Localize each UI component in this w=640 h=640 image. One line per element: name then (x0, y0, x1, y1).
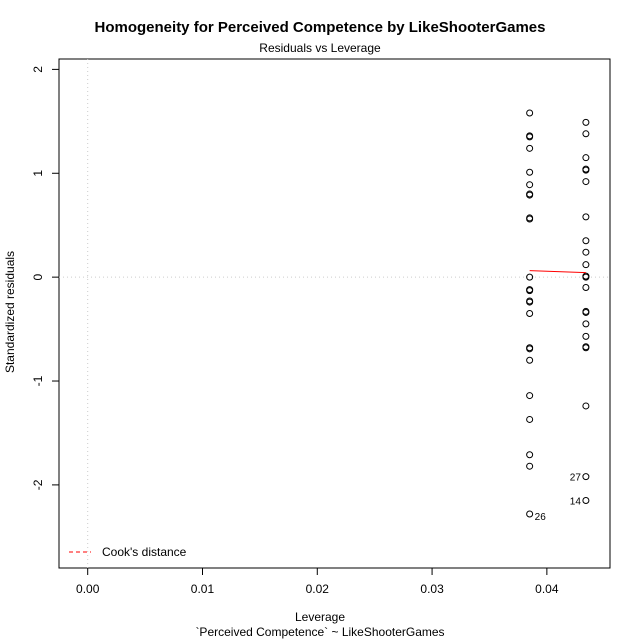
chart-title: Homogeneity for Perceived Competence by … (94, 19, 546, 36)
data-point (526, 168, 534, 176)
data-point (582, 284, 590, 292)
x-tick-label: 0.03 (420, 582, 444, 596)
data-point (526, 462, 534, 470)
data-point (526, 109, 534, 117)
data-point (582, 237, 590, 245)
data-point (582, 118, 590, 126)
data-point (526, 181, 534, 189)
data-point (582, 402, 590, 410)
data-point (526, 345, 534, 353)
y-tick-label: 2 (31, 66, 45, 73)
data-point (526, 215, 534, 223)
smoother-line (529, 270, 586, 274)
data-point (582, 261, 590, 269)
data-point (582, 308, 590, 316)
model-formula-caption: `Perceived Competence` ~ LikeShooterGame… (195, 625, 445, 639)
data-point (526, 415, 534, 423)
data-point (582, 166, 590, 174)
data-point (582, 248, 590, 256)
data-point (526, 451, 534, 459)
x-tick-label: 0.00 (76, 582, 100, 596)
data-point (526, 310, 534, 317)
x-axis-label: Leverage (294, 610, 346, 624)
data-point (582, 320, 590, 328)
data-point (582, 473, 590, 481)
y-tick-label: 1 (31, 170, 45, 177)
data-point (582, 344, 590, 352)
y-tick-label: 0 (31, 273, 45, 280)
point-label: 14 (570, 496, 582, 507)
data-point (582, 332, 590, 340)
data-point (526, 298, 534, 306)
data-point (526, 510, 534, 518)
data-point (582, 496, 590, 504)
y-tick-label: -1 (31, 375, 45, 386)
data-point (526, 287, 534, 295)
data-point (582, 213, 590, 221)
data-point (526, 133, 534, 141)
plot-frame (58, 58, 611, 569)
data-point (582, 154, 590, 162)
data-point (526, 356, 534, 364)
x-tick-label: 0.04 (535, 582, 559, 596)
legend-cooks-distance-label: Cook's distance (102, 545, 187, 559)
x-tick-label: 0.02 (306, 582, 330, 596)
data-point (526, 273, 534, 281)
data-point (526, 144, 534, 152)
x-tick-label: 0.01 (191, 582, 215, 596)
data-point (526, 191, 534, 199)
data-point (582, 273, 590, 281)
data-point (582, 130, 590, 138)
point-label: 27 (570, 473, 582, 484)
point-label: 26 (535, 512, 547, 523)
y-tick-label: -2 (31, 479, 45, 490)
chart-subtitle: Residuals vs Leverage (259, 41, 381, 55)
data-point (526, 392, 534, 400)
data-point (582, 178, 590, 186)
